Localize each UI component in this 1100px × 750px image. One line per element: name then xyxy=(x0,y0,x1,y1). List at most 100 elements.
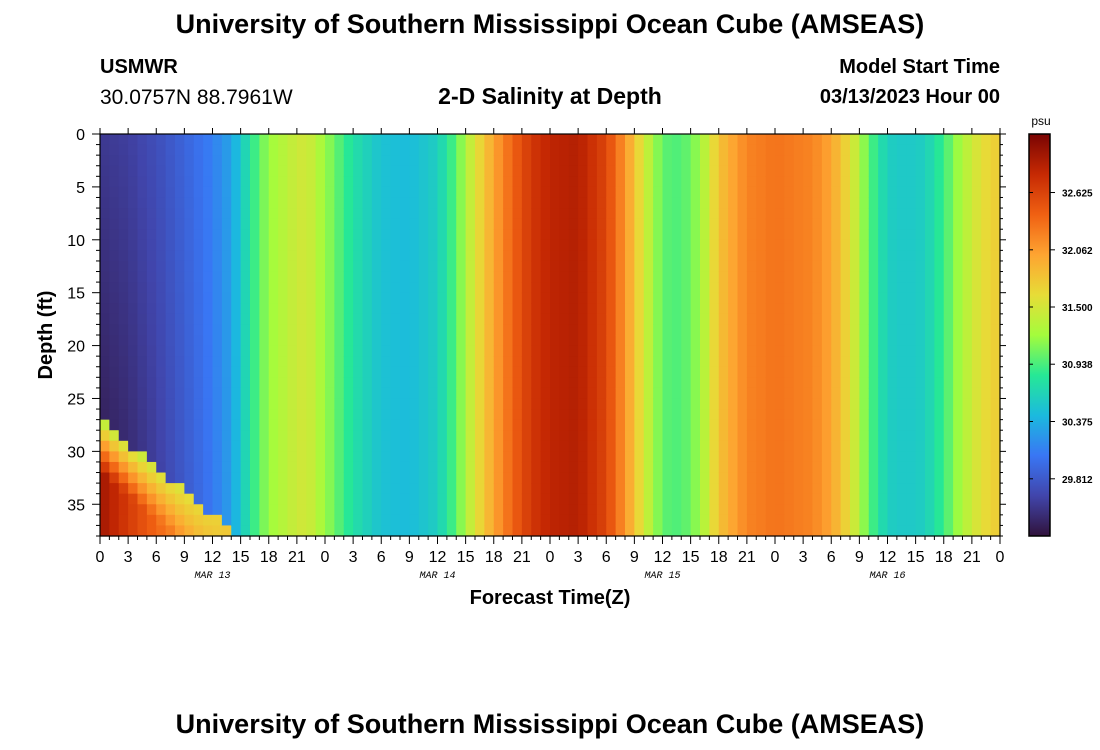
heatmap-cell xyxy=(296,303,307,315)
heatmap-cell xyxy=(390,144,401,156)
heatmap-cell xyxy=(343,525,354,537)
heatmap-cell xyxy=(156,239,167,251)
heatmap-cell xyxy=(437,514,448,527)
heatmap-cell xyxy=(540,514,551,527)
heatmap-cell xyxy=(737,186,748,199)
heatmap-cell xyxy=(259,472,270,484)
heatmap-cell xyxy=(990,409,1001,421)
heatmap-cell xyxy=(175,186,185,199)
heatmap-cell xyxy=(306,303,317,315)
heatmap-cell xyxy=(625,514,635,527)
heatmap-cell xyxy=(915,239,926,251)
heatmap-cell xyxy=(334,483,345,495)
heatmap-cell xyxy=(118,324,129,336)
heatmap-cell xyxy=(681,483,692,495)
heatmap-cell xyxy=(503,186,514,199)
heatmap-cell xyxy=(971,303,982,315)
heatmap-cell xyxy=(531,250,542,262)
heatmap-cell xyxy=(484,483,495,495)
heatmap-cell xyxy=(465,335,476,347)
heatmap-cell xyxy=(962,366,973,378)
heatmap-cell xyxy=(306,313,317,326)
heatmap-cell xyxy=(634,483,645,495)
day-label: MAR 14 xyxy=(419,571,455,582)
heatmap-cell xyxy=(765,155,776,167)
heatmap-cell xyxy=(268,430,279,442)
heatmap-cell xyxy=(296,398,307,410)
heatmap-cell xyxy=(315,165,326,177)
x-tick-label: 0 xyxy=(996,549,1005,566)
heatmap-cell xyxy=(203,260,214,273)
heatmap-cell xyxy=(371,144,382,156)
heatmap-cell xyxy=(934,229,945,241)
heatmap-cell xyxy=(268,197,279,209)
heatmap-cell xyxy=(859,313,870,326)
heatmap-cell xyxy=(746,134,757,146)
heatmap-cell xyxy=(362,377,373,389)
heatmap-cell xyxy=(193,144,204,156)
heatmap-cell xyxy=(278,398,289,410)
heatmap-cell xyxy=(709,461,720,474)
heatmap-cell xyxy=(887,345,898,357)
heatmap-cell xyxy=(728,430,739,442)
heatmap-cell xyxy=(709,165,720,177)
heatmap-cell xyxy=(128,504,139,516)
heatmap-cell xyxy=(775,525,785,537)
heatmap-cell xyxy=(259,155,270,167)
heatmap-cell xyxy=(568,165,579,177)
heatmap-cell xyxy=(653,345,664,357)
heatmap-cell xyxy=(240,514,251,527)
heatmap-cell xyxy=(287,356,298,368)
heatmap-cell xyxy=(109,493,120,505)
heatmap-cell xyxy=(231,335,242,347)
heatmap-cell xyxy=(793,134,804,146)
heatmap-cell xyxy=(512,292,523,304)
heatmap-cell xyxy=(775,419,785,431)
heatmap-cell xyxy=(109,197,120,209)
heatmap-cell xyxy=(746,504,757,516)
heatmap-cell xyxy=(465,176,476,188)
heatmap-cell xyxy=(812,398,823,410)
heatmap-cell xyxy=(756,430,767,442)
heatmap-cell xyxy=(278,472,289,484)
heatmap-cell xyxy=(803,292,814,304)
heatmap-cell xyxy=(990,324,1001,336)
heatmap-cell xyxy=(906,197,917,209)
heatmap-cell xyxy=(353,461,364,474)
heatmap-cell xyxy=(925,451,935,463)
heatmap-cell xyxy=(896,155,907,167)
heatmap-cell xyxy=(746,387,757,400)
heatmap-cell xyxy=(596,144,607,156)
heatmap-cell xyxy=(878,409,889,421)
heatmap-cell xyxy=(484,165,495,177)
heatmap-cell xyxy=(465,282,476,294)
heatmap-cell xyxy=(118,165,129,177)
heatmap-cell xyxy=(493,461,504,474)
heatmap-cell xyxy=(503,409,514,421)
heatmap-cell xyxy=(371,292,382,304)
heatmap-cell xyxy=(653,144,664,156)
heatmap-cell xyxy=(850,324,860,336)
heatmap-cell xyxy=(906,504,917,516)
heatmap-cell xyxy=(737,271,748,283)
heatmap-cell xyxy=(287,451,298,463)
heatmap-cell xyxy=(718,514,729,527)
heatmap-cell xyxy=(615,387,626,400)
heatmap-cell xyxy=(981,282,992,294)
heatmap-cell xyxy=(315,409,326,421)
heatmap-cell xyxy=(840,197,851,209)
heatmap-cell xyxy=(578,504,589,516)
heatmap-cell xyxy=(315,451,326,463)
heatmap-cell xyxy=(371,461,382,474)
heatmap-cell xyxy=(887,313,898,326)
heatmap-cell xyxy=(446,282,457,294)
heatmap-cell xyxy=(146,229,157,241)
heatmap-cell xyxy=(512,134,523,146)
day-label: MAR 16 xyxy=(869,571,905,582)
heatmap-cell xyxy=(287,239,298,251)
heatmap-cell xyxy=(568,186,579,199)
heatmap-cell xyxy=(371,419,382,431)
heatmap-cell xyxy=(906,451,917,463)
heatmap-cell xyxy=(409,165,420,177)
heatmap-cell xyxy=(203,271,214,283)
